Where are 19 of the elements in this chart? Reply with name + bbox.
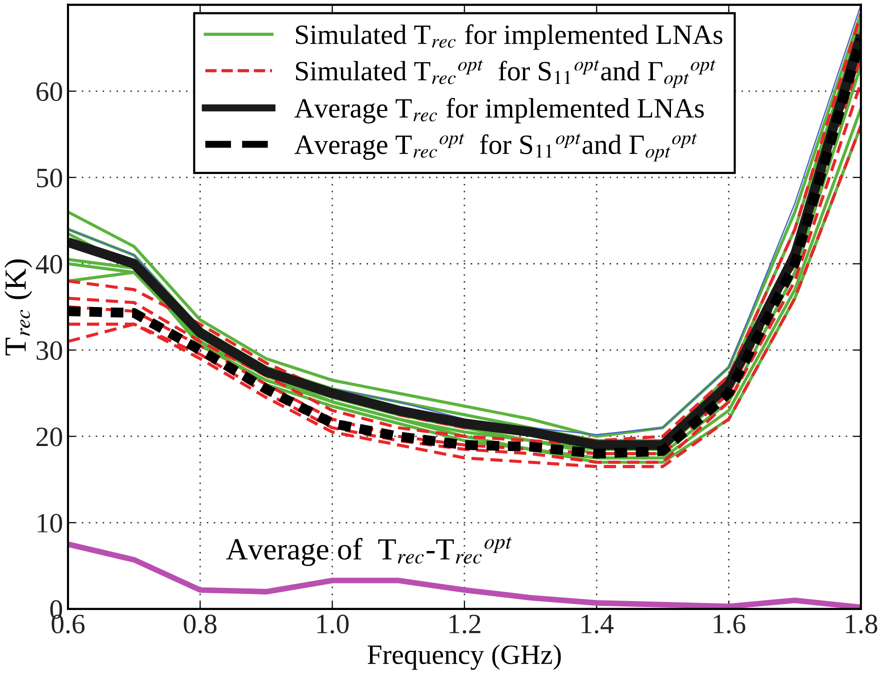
text: Simulated T$_{rec}$$^{opt}$ for S$_{11}$$^{opt}$and Γ$_{opt}$$^{opt}$	[296, 60, 716, 88]
y-axis-title: T$_{rec}$ (K)	[4, 259, 32, 356]
x-tick-label: 1.8	[846, 614, 878, 634]
x-tick-label: 1.4	[582, 614, 614, 634]
text: Average T$_{rec}$$^{opt}$ for S$_{11}$$^{opt}$and Γ$_{opt}$$^{opt}$	[294, 133, 697, 162]
legend-label: Simulated T$_{rec}$ for implemented LNAs	[296, 24, 722, 50]
annotation: Average of T$_{rec}$-T$_{rec}$$^{opt}$	[226, 536, 512, 566]
x-tick-label: 1.0	[317, 614, 349, 634]
x-tick-label: 0.8	[184, 614, 216, 634]
y-tick-label: 40	[36, 254, 62, 274]
y-tick-label: 20	[36, 428, 62, 446]
y-tick-label: 10	[38, 514, 62, 533]
legend-label: Average T$_{rec}$ for implemented LNAs	[294, 98, 704, 124]
x-axis-title: Frequency (GHz)	[368, 644, 561, 670]
y-tick-label: 30	[36, 341, 62, 360]
y-tick-label: 50	[36, 168, 62, 188]
y-tick-label: 60	[36, 82, 62, 102]
x-tick-label: 1.6	[714, 614, 746, 634]
x-tick-label: 1.2	[450, 614, 480, 634]
